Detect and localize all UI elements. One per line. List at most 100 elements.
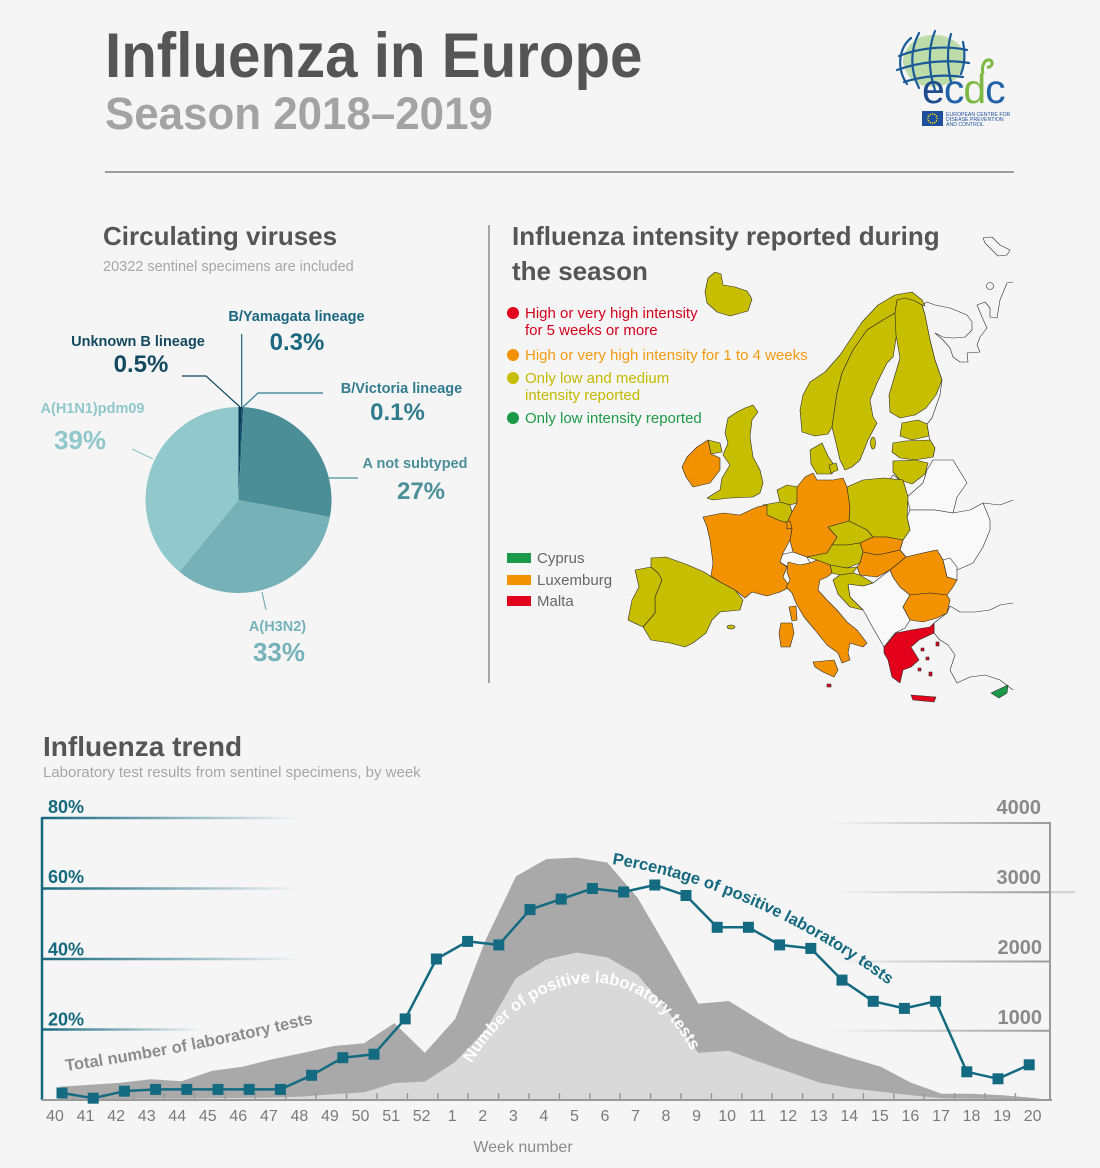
right-tick-4000: 4000 [997,797,1042,819]
x-tick-label: 50 [352,1108,370,1125]
small-country-swatch-malta-icon [507,596,531,606]
country-portugal [627,566,663,628]
right-axis-labels: 4000 3000 2000 1000 [997,797,1043,1029]
x-tick-label: 9 [692,1108,701,1125]
greek-islands [917,641,940,677]
left-tick-60: 60% [48,867,84,887]
x-tick-label: 48 [291,1108,309,1125]
percentage-marker [430,953,442,965]
country-italy-sardinia [778,622,795,648]
percentage-marker [805,942,817,954]
legend-text: High or very high intensity for 1 to 4 w… [525,346,808,364]
page-subtitle: Season 2018–2019 [105,88,493,139]
leader-a-h1n1 [131,448,154,460]
country-france-corsica [788,605,798,622]
label-b-yamagata-pct: 0.3% [269,329,325,356]
percentage-marker [961,1066,973,1078]
country-italy [785,559,868,664]
x-tick-label: 3 [509,1108,518,1125]
europe-map [627,236,1014,703]
legend-high-1to4: High or very high intensity for 1 to 4 w… [525,347,808,364]
country-denmark-zealand [828,462,839,474]
percentage-marker [56,1087,68,1099]
x-tick-label: 19 [993,1108,1011,1125]
svg-text:AND CONTROL: AND CONTROL [946,122,984,128]
country-russia [921,281,1014,458]
percentage-marker [555,893,567,905]
label-a-h3n2-name: A(H3N2) [248,619,307,635]
viruses-subtitle: 20322 sentinel specimens are included [103,259,354,275]
percentage-marker [87,1092,99,1104]
country-cyprus [990,684,1009,699]
pie-leader-lines [131,334,358,611]
percentage-marker [306,1069,318,1081]
page-title: Influenza in Europe [105,21,643,91]
globe-grid-icon [895,29,971,92]
country-bulgaria [902,592,951,623]
country-iceland [704,271,753,317]
trend-subtitle: Laboratory test results from sentinel sp… [43,764,421,781]
section-divider [488,225,490,683]
x-tick-label: 16 [902,1108,920,1125]
legend-low-medium: Only low and medium intensity reported [525,370,669,404]
legend-dot-high-1to4-icon [507,349,519,361]
x-tick-label: 40 [46,1108,64,1125]
percentage-marker [1023,1059,1035,1071]
x-tick-label: 51 [382,1108,400,1125]
small-country-malta: Malta [537,593,574,610]
x-tick-label: 14 [840,1108,858,1125]
header-divider [105,171,1014,173]
legend-text: Only low and medium [525,369,670,387]
eu-flag-icon [922,111,943,126]
percentage-marker [992,1073,1004,1085]
x-tick-label: 52 [413,1108,431,1125]
x-tick-label: 11 [749,1108,766,1125]
label-b-victoria-name: B/Victoria lineage [340,381,463,397]
label-a-not-subtyped-name: A not subtyped [362,456,468,472]
legend-dot-high-5plus-icon [507,307,519,319]
pie-slice-a-not-subtyped [238,407,332,518]
percentage-marker [649,879,661,891]
percentage-marker [181,1083,193,1095]
percentage-marker [493,939,505,951]
percentage-marker [118,1085,130,1097]
percentage-marker [150,1083,162,1095]
small-country-cyprus: Cyprus [537,550,585,567]
pie-slice-unknown-b-lineage [238,407,242,500]
legend-low: Only low intensity reported [525,410,702,427]
percentage-marker [462,935,474,947]
x-tick-label: 46 [229,1108,247,1125]
percentage-marker [243,1083,255,1095]
x-tick-label: 42 [107,1108,125,1125]
x-tick-label: 2 [478,1108,487,1125]
legend-high-5plus: High or very high intensity for 5 weeks … [525,305,698,339]
percentage-marker [524,904,536,916]
percentage-marker [930,995,942,1007]
x-tick-label: 17 [932,1108,950,1125]
country-greece-crete [910,694,937,703]
ecdc-org-name: EUROPEAN CENTRE FOR DISEASE PREVENTION A… [946,112,1011,128]
arctic-islet [986,282,994,290]
x-tick-label: 8 [662,1108,671,1125]
percentage-marker [836,974,848,986]
right-tick-3000: 3000 [997,867,1042,889]
leaf-curl-icon [981,58,994,75]
svg-text:DISEASE PREVENTION: DISEASE PREVENTION [946,117,1004,123]
legend-dot-low-medium-icon [507,372,519,384]
percentage-marker [867,995,879,1007]
x-tick-label: 13 [810,1108,828,1125]
country-estonia [899,419,930,441]
small-country-swatch-cyprus-icon [507,553,531,563]
pie-slice-b-yamagata-lineage [238,407,244,500]
right-tick-1000: 1000 [998,1007,1043,1029]
x-tick-label: 4 [539,1108,548,1125]
legend-text: intensity reported [525,386,641,404]
percentage-marker [711,921,723,933]
x-tick-label: 47 [260,1108,278,1125]
percentage-marker [898,1002,910,1014]
x-tick-label: 20 [1024,1108,1042,1125]
x-tick-label: 6 [600,1108,609,1125]
country-spain-balearic [726,624,736,630]
country-turkey [933,602,1014,691]
right-gridlines [830,822,1075,1032]
